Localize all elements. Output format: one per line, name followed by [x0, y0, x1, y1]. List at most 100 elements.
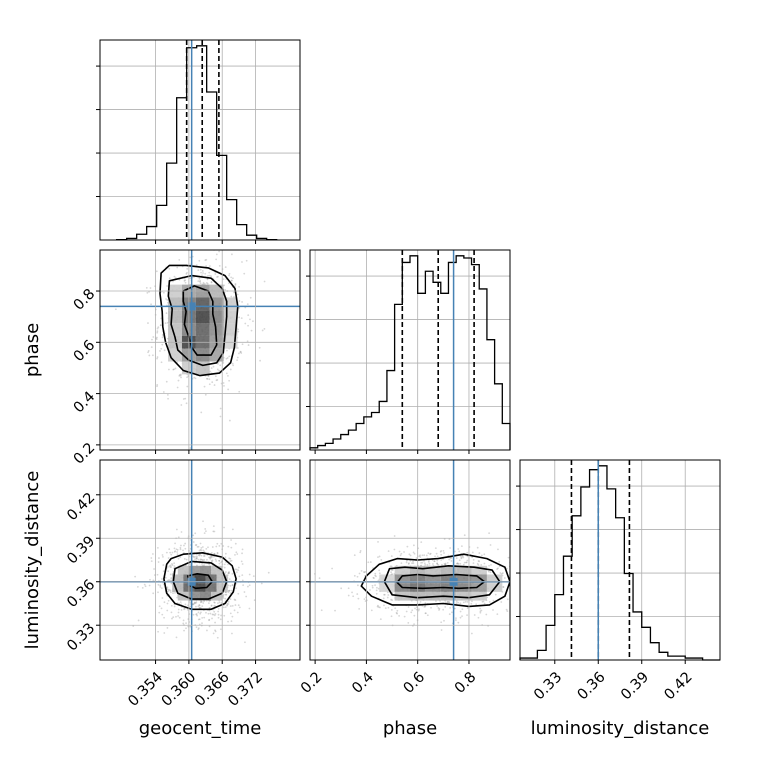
sample-point [152, 336, 155, 338]
x-tick-label: 0.360 [159, 669, 200, 710]
sample-point [263, 280, 266, 283]
sample-point [148, 291, 150, 293]
x-axis-label-phase: phase [383, 718, 437, 739]
sample-point [165, 312, 168, 315]
sample-point [387, 606, 390, 609]
sample-point [185, 558, 188, 561]
sample-point [228, 589, 231, 592]
sample-point [211, 617, 213, 620]
sample-point [210, 281, 213, 283]
sample-point [161, 554, 164, 556]
sample-point [201, 616, 204, 619]
sample-point [201, 274, 203, 277]
sample-point [371, 584, 374, 587]
sample-point [378, 555, 381, 558]
sample-point [209, 556, 212, 558]
sample-point [219, 557, 222, 560]
sample-point [215, 560, 218, 562]
sample-point [523, 590, 525, 592]
sample-point [213, 552, 216, 555]
x-tick-label: 0.42 [662, 669, 696, 703]
sample-point [426, 614, 429, 617]
sample-point [480, 564, 483, 566]
sample-point [197, 611, 200, 614]
sample-point [240, 560, 243, 563]
hist-panel-geocent_time [96, 39, 301, 244]
sample-point [167, 570, 170, 573]
sample-point [522, 563, 524, 565]
sample-point [208, 378, 211, 381]
sample-point [214, 612, 217, 615]
sample-point [503, 577, 506, 579]
y-tick-label: 0.4 [71, 389, 99, 417]
sample-point [487, 570, 490, 573]
sample-point [231, 632, 233, 635]
sample-point [418, 555, 421, 558]
sample-point [245, 595, 248, 598]
sample-point [184, 547, 187, 550]
sample-point [455, 600, 458, 602]
sample-point [173, 275, 176, 278]
sample-point [525, 583, 527, 585]
sample-point [470, 602, 473, 605]
sample-point [199, 268, 202, 271]
sample-point [207, 375, 210, 377]
sample-point [192, 613, 195, 616]
sample-point [227, 584, 230, 587]
sample-point [442, 608, 445, 611]
sample-point [496, 613, 499, 616]
sample-point [460, 557, 463, 560]
x-tick-label: 0.4 [349, 669, 377, 697]
sample-point [412, 560, 414, 563]
sample-point [456, 562, 459, 565]
sample-point [198, 604, 201, 606]
sample-point [183, 280, 186, 282]
sample-point [192, 555, 194, 558]
sample-point [171, 551, 174, 554]
sample-point [528, 571, 530, 573]
density-cell [168, 323, 182, 336]
sample-point [482, 600, 485, 603]
sample-point [213, 601, 216, 604]
sample-point [218, 369, 221, 372]
sample-point [511, 577, 513, 579]
sample-point [373, 577, 375, 579]
sample-point [210, 556, 213, 559]
sample-point [159, 324, 162, 327]
sample-point [238, 316, 241, 319]
sample-point [240, 352, 243, 354]
sample-point [207, 602, 210, 605]
sample-point [203, 550, 206, 553]
sample-point [548, 561, 550, 563]
sample-point [229, 592, 232, 595]
sample-point [512, 592, 514, 594]
sample-point [182, 622, 185, 625]
sample-point [215, 379, 218, 382]
sample-point [220, 614, 222, 617]
sample-point [224, 556, 227, 559]
density-cell [205, 583, 217, 592]
sample-point [208, 625, 211, 628]
sample-point [357, 597, 360, 600]
sample-point [210, 605, 213, 607]
sample-point [228, 578, 231, 581]
sample-point [200, 600, 203, 603]
sample-point [424, 602, 427, 605]
sample-point [438, 609, 440, 611]
sample-point [173, 565, 176, 568]
sample-point [156, 331, 159, 334]
sample-point [208, 618, 211, 621]
y-tick-label: 0.42 [64, 490, 98, 524]
sample-point [213, 604, 216, 607]
sample-point [218, 559, 221, 562]
sample-point [203, 532, 206, 534]
sample-point [415, 608, 418, 611]
sample-point [387, 594, 390, 596]
sample-point [216, 368, 219, 371]
sample-point [532, 576, 534, 578]
sample-point [436, 605, 439, 607]
contour-level-2 [383, 565, 501, 599]
sample-point [223, 566, 226, 569]
sample-point [163, 632, 166, 634]
sample-point [211, 546, 214, 548]
